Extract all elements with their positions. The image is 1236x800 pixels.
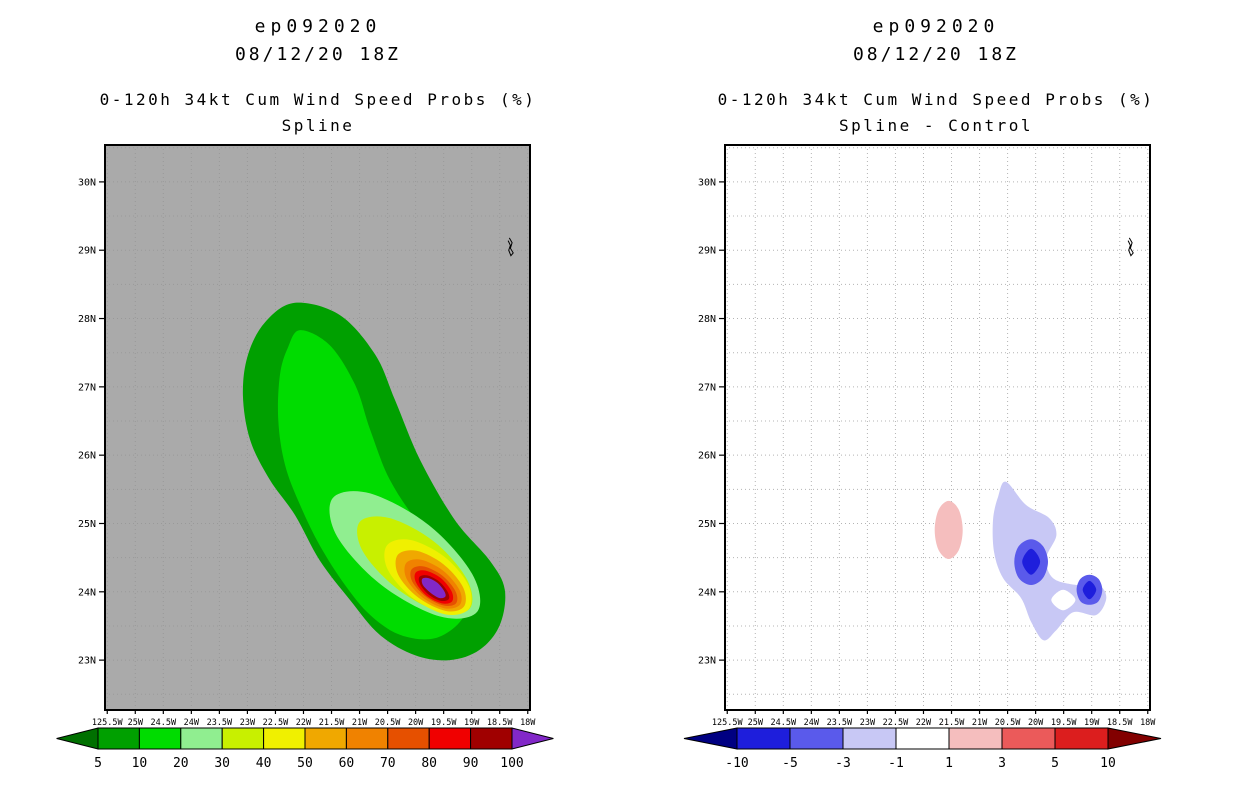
svg-text:26N: 26N — [78, 451, 96, 462]
diff-colorbar: -10 -5 -3 -1 1 3 5 10 — [683, 727, 1162, 771]
svg-text:10: 10 — [132, 756, 148, 771]
svg-text:25N: 25N — [698, 519, 716, 530]
svg-text:40: 40 — [256, 756, 272, 771]
svg-text:21.5W: 21.5W — [319, 718, 345, 728]
plot-title: 0-120h 34kt Cum Wind Speed Probs (%) — [99, 90, 537, 109]
svg-text:25W: 25W — [748, 718, 764, 728]
svg-text:21W: 21W — [972, 718, 988, 728]
svg-text:18W: 18W — [520, 718, 536, 728]
wind-prob-map: 23N 24N 25N 26N 27N 28N 29N 30N 125.5W 25W 24.5W 24… — [78, 144, 536, 728]
svg-text:24W: 24W — [804, 718, 820, 728]
valid-time-title: 08/12/20 18Z — [852, 44, 1020, 65]
contour-fills — [934, 481, 1107, 641]
svg-text:90: 90 — [463, 756, 479, 771]
svg-text:100: 100 — [500, 756, 523, 771]
svg-text:5: 5 — [1051, 756, 1059, 771]
svg-text:24N: 24N — [698, 587, 716, 598]
svg-text:18W: 18W — [1140, 718, 1156, 728]
svg-text:20: 20 — [173, 756, 189, 771]
svg-text:20W: 20W — [1028, 718, 1044, 728]
svg-text:25N: 25N — [78, 519, 96, 530]
svg-text:5: 5 — [94, 756, 102, 771]
svg-text:19.5W: 19.5W — [431, 718, 457, 728]
svg-text:30: 30 — [214, 756, 230, 771]
svg-text:30N: 30N — [78, 177, 96, 188]
svg-text:21W: 21W — [352, 718, 368, 728]
svg-text:23.5W: 23.5W — [827, 718, 853, 728]
svg-text:22.5W: 22.5W — [883, 718, 909, 728]
svg-text:27N: 27N — [698, 382, 716, 393]
svg-text:22.5W: 22.5W — [263, 718, 289, 728]
svg-text:22W: 22W — [916, 718, 932, 728]
svg-text:24W: 24W — [184, 718, 200, 728]
svg-text:-1: -1 — [888, 756, 904, 771]
svg-text:26N: 26N — [698, 451, 716, 462]
svg-text:80: 80 — [421, 756, 437, 771]
svg-text:-10: -10 — [725, 756, 748, 771]
svg-text:-3: -3 — [835, 756, 851, 771]
svg-text:125.5W: 125.5W — [92, 718, 124, 728]
svg-text:125.5W: 125.5W — [712, 718, 744, 728]
svg-text:25W: 25W — [128, 718, 144, 728]
svg-text:1: 1 — [945, 756, 953, 771]
svg-text:23W: 23W — [240, 718, 256, 728]
svg-text:70: 70 — [380, 756, 396, 771]
svg-text:30N: 30N — [698, 177, 716, 188]
svg-text:24N: 24N — [78, 587, 96, 598]
svg-text:28N: 28N — [78, 314, 96, 325]
storm-id-title: ep092020 — [254, 16, 382, 37]
island-coastline — [1127, 237, 1134, 257]
svg-text:29N: 29N — [78, 246, 96, 257]
svg-text:19W: 19W — [464, 718, 480, 728]
svg-text:23W: 23W — [860, 718, 876, 728]
diff-map: 23N 24N 25N 26N 27N 28N 29N 30N 125.5W 25W 24.5W 24… — [698, 144, 1156, 728]
svg-text:29N: 29N — [698, 246, 716, 257]
valid-time-title: 08/12/20 18Z — [234, 44, 402, 65]
svg-text:60: 60 — [339, 756, 355, 771]
plot-subtitle: Spline — [281, 116, 355, 135]
svg-text:18.5W: 18.5W — [487, 718, 513, 728]
plot-title: 0-120h 34kt Cum Wind Speed Probs (%) — [717, 90, 1155, 109]
svg-text:10: 10 — [1100, 756, 1116, 771]
svg-text:24.5W: 24.5W — [151, 718, 177, 728]
svg-text:20.5W: 20.5W — [375, 718, 401, 728]
contour-fills — [242, 302, 506, 661]
prob-colorbar: 5 10 20 30 40 50 60 70 80 90 100 — [56, 727, 554, 771]
svg-text:28N: 28N — [698, 314, 716, 325]
svg-text:27N: 27N — [78, 382, 96, 393]
svg-text:20.5W: 20.5W — [995, 718, 1021, 728]
svg-text:19W: 19W — [1084, 718, 1100, 728]
svg-text:-5: -5 — [782, 756, 798, 771]
plot-subtitle: Spline - Control — [838, 116, 1034, 135]
svg-text:22W: 22W — [296, 718, 312, 728]
svg-text:24.5W: 24.5W — [771, 718, 797, 728]
island-coastline — [507, 237, 514, 257]
svg-text:23.5W: 23.5W — [207, 718, 233, 728]
svg-text:21.5W: 21.5W — [939, 718, 965, 728]
svg-text:20W: 20W — [408, 718, 424, 728]
svg-text:18.5W: 18.5W — [1107, 718, 1133, 728]
svg-text:23N: 23N — [698, 656, 716, 667]
svg-text:19.5W: 19.5W — [1051, 718, 1077, 728]
storm-id-title: ep092020 — [872, 16, 1000, 37]
svg-text:23N: 23N — [78, 656, 96, 667]
svg-text:3: 3 — [998, 756, 1006, 771]
svg-text:50: 50 — [297, 756, 313, 771]
